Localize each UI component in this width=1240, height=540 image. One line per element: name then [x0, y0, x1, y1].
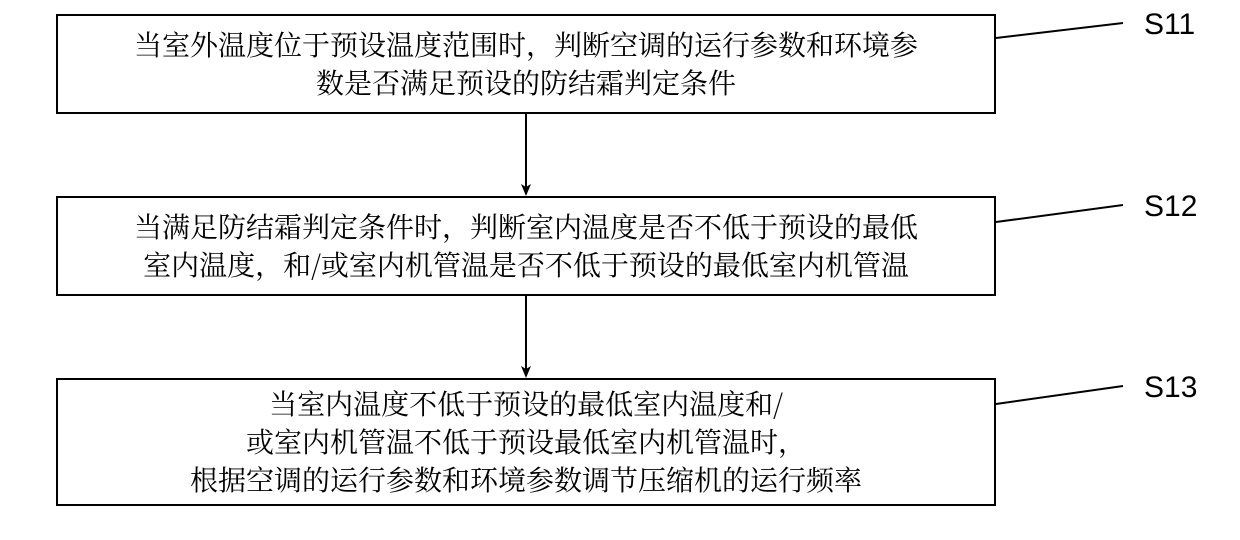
- step-label-s12: S12: [1144, 190, 1197, 224]
- flow-box-s11: 当室外温度位于预设温度范围时，判断空调的运行参数和环境参 数是否满足预设的防结霜…: [56, 14, 996, 114]
- callout-line: [996, 205, 1123, 222]
- flow-box-s13-text: 当室内温度不低于预设的最低室内温度和/ 或室内机管温不低于预设最低室内机管温时，…: [190, 385, 862, 498]
- step-label-s13: S13: [1144, 371, 1197, 405]
- flow-box-s12-text: 当满足防结霜判定条件时，判断室内温度是否不低于预设的最低 室内温度，和/或室内机…: [134, 208, 918, 284]
- callout-line: [996, 386, 1123, 404]
- flow-box-s13: 当室内温度不低于预设的最低室内温度和/ 或室内机管温不低于预设最低室内机管温时，…: [56, 378, 996, 506]
- flowchart-canvas: 当室外温度位于预设温度范围时，判断空调的运行参数和环境参 数是否满足预设的防结霜…: [0, 0, 1240, 540]
- step-label-s11: S11: [1144, 8, 1195, 42]
- callout-line: [996, 23, 1123, 38]
- flow-box-s11-text: 当室外温度位于预设温度范围时，判断空调的运行参数和环境参 数是否满足预设的防结霜…: [134, 26, 918, 102]
- flow-box-s12: 当满足防结霜判定条件时，判断室内温度是否不低于预设的最低 室内温度，和/或室内机…: [56, 196, 996, 296]
- callouts-group: [996, 23, 1123, 404]
